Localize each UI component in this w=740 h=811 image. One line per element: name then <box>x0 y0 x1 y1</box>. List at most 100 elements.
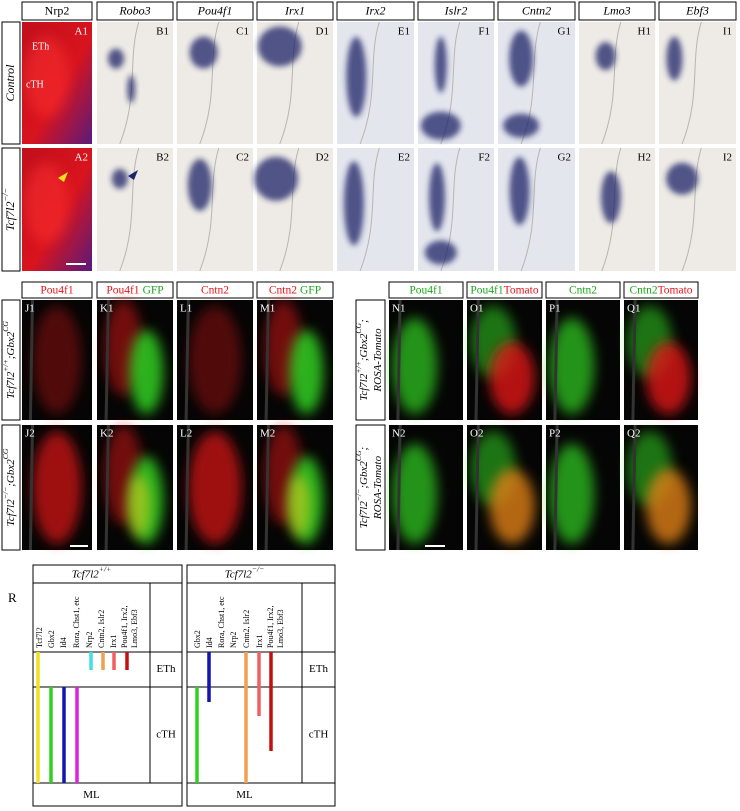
panel-label: I2 <box>723 152 732 164</box>
text-segment: Pou4f1 <box>106 284 139 296</box>
ventricle-outline <box>553 299 559 421</box>
diagram-frame <box>186 564 336 807</box>
ventricle-outline <box>264 424 270 551</box>
gene-label: Cntn2, Islr2 <box>242 610 251 648</box>
row-label: Control <box>3 64 17 102</box>
label-box <box>336 1 415 21</box>
panel-label: Q2 <box>627 428 640 440</box>
tissue-outline <box>119 147 140 272</box>
text-segment: Cntn2 <box>569 284 597 296</box>
gene-label: Nrp2 <box>229 632 238 648</box>
panel-label: B1 <box>156 26 169 38</box>
row-label: Tcf7l2+/+;Gbx2CG <box>1 321 16 399</box>
gene-label: Gbx2 <box>47 630 56 648</box>
expression-bar <box>101 652 105 670</box>
text-segment: Tcf7l2 <box>358 501 370 529</box>
expression-signal <box>434 36 447 93</box>
text-segment: CG <box>1 321 10 332</box>
tissue-outline <box>520 147 541 272</box>
gene-label: Pou4f1, Irx2, <box>120 606 129 648</box>
column-header: Lmo3 <box>602 3 630 17</box>
ventricle-outline <box>184 424 190 551</box>
expression-signal <box>343 161 364 246</box>
text-segment: Tomato <box>504 284 539 296</box>
expression-bar <box>207 652 211 702</box>
diagram-frame <box>32 564 183 807</box>
row-label: Tcf7l2−/−;Gbx2CG; <box>354 447 369 528</box>
expression-bar <box>89 652 93 670</box>
panel-label: H2 <box>638 152 651 164</box>
label-box <box>623 281 699 299</box>
region-label: ML <box>236 789 253 801</box>
in-situ-image <box>579 22 655 144</box>
text-segment: Tomato <box>658 284 693 296</box>
gene-label: Id4 <box>205 637 214 648</box>
column-header: Islr2 <box>444 3 468 17</box>
panel-label: A1 <box>75 26 88 38</box>
ventricle-outline <box>474 424 480 551</box>
fluorescent-signal <box>289 330 324 414</box>
text-segment: ;Gbx2 <box>358 461 370 489</box>
tissue-outline <box>359 147 380 272</box>
text-segment: Pou4f1 <box>409 284 442 296</box>
fluorescent-signal <box>646 342 691 414</box>
text-segment: Tcf7l2 <box>5 371 17 399</box>
expression-signal <box>189 36 218 69</box>
label-box <box>545 281 621 299</box>
expression-signal <box>666 36 683 81</box>
tissue-outline <box>681 147 702 272</box>
row-label: Tcf7l2−/−;Gbx2CG <box>1 448 16 526</box>
label-box <box>466 281 543 299</box>
text-segment: ; <box>358 447 370 451</box>
text-segment: Pou4f1 <box>470 284 503 296</box>
region-label: ETh <box>309 663 328 675</box>
text-segment: ROSA-Tomato <box>372 455 384 520</box>
column-header: Cntn2 <box>522 3 551 17</box>
expression-signal <box>600 171 621 224</box>
panel-label: J1 <box>25 303 35 315</box>
in-situ-image <box>177 22 253 144</box>
panel-label: D1 <box>316 26 329 38</box>
fluorescent-signal <box>287 475 311 538</box>
tissue-outline <box>199 147 220 272</box>
ventricle-outline <box>396 424 402 551</box>
expression-bar <box>36 652 40 783</box>
text-segment: ;Gbx2 <box>5 459 17 487</box>
gene-label: Gbx2 <box>193 630 202 648</box>
panel-label: G2 <box>558 152 571 164</box>
text-segment: ; <box>358 319 370 323</box>
tissue-outline <box>279 147 300 272</box>
panel-label: K1 <box>100 303 113 315</box>
label-box <box>497 1 576 21</box>
panel-label: J2 <box>25 428 35 440</box>
arrowhead <box>58 172 68 182</box>
gene-label: Nrp2 <box>85 632 94 648</box>
gene-label: Pou4f1, Irx2, <box>266 606 275 648</box>
ventricle-outline <box>631 299 637 421</box>
ventricle-outline <box>553 424 559 551</box>
panel-label: F1 <box>478 26 490 38</box>
panel-label: I1 <box>723 26 732 38</box>
panel-label: L2 <box>180 428 192 440</box>
panel-label: L1 <box>180 303 192 315</box>
expression-signal <box>257 26 302 67</box>
label-box <box>176 281 254 299</box>
fluorescent-signal <box>646 468 691 544</box>
label-box <box>355 299 386 421</box>
label-box <box>1 424 21 551</box>
row-label: Tcf7l2+/+;Gbx2CG; <box>354 319 369 400</box>
gene-label: Irx1 <box>109 635 118 648</box>
label-box <box>1 299 21 421</box>
gene-label: Lmo3, Ebf3 <box>130 609 139 648</box>
ventricle-outline <box>184 299 190 421</box>
expression-signal <box>595 42 616 71</box>
diagram-title: Tcf7l2−/− <box>225 565 265 580</box>
text-segment: Tcf7l2 <box>72 568 100 580</box>
region-label: ETh <box>157 663 176 675</box>
text-segment: Cntn2 <box>201 284 229 296</box>
column-header: Pou4f1 <box>197 3 233 17</box>
in-situ-image <box>97 22 173 144</box>
column-header: Cntn2 <box>569 284 597 296</box>
expression-signal <box>254 156 298 201</box>
label-box <box>658 1 737 21</box>
